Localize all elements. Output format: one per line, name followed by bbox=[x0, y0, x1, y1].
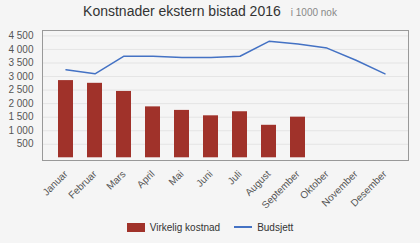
html-text:Virkelig kostnad: Virkelig kostnad bbox=[149, 221, 221, 233]
svg-text:Oktober: Oktober bbox=[297, 168, 331, 202]
html-text:Konstnader ekstern bistad 2016: Konstnader ekstern bistad 2016 bbox=[83, 3, 281, 19]
html-text:Budsjett: Budsjett bbox=[257, 221, 294, 233]
svg-text:1 500: 1 500 bbox=[8, 111, 33, 122]
svg-text:2 500: 2 500 bbox=[8, 84, 33, 95]
svg-text:September: September bbox=[259, 168, 302, 211]
svg-text:2 000: 2 000 bbox=[8, 98, 33, 109]
svg-text:3 000: 3 000 bbox=[8, 71, 33, 82]
svg-text:Juni: Juni bbox=[194, 168, 215, 189]
svg-text:Mars: Mars bbox=[104, 168, 128, 192]
svg-text:4 500: 4 500 bbox=[8, 30, 33, 41]
svg-text:August: August bbox=[242, 168, 273, 198]
svg-text:Mai: Mai bbox=[166, 168, 185, 187]
svg-text:4 000: 4 000 bbox=[8, 44, 33, 55]
svg-text:500: 500 bbox=[17, 138, 34, 149]
svg-text:1 000: 1 000 bbox=[8, 125, 33, 136]
svg-text:Januar: Januar bbox=[40, 168, 70, 198]
svg-text:April: April bbox=[135, 168, 157, 190]
svg-text:Desember: Desember bbox=[348, 168, 389, 209]
svg-text:Februar: Februar bbox=[66, 168, 99, 201]
svg-text:3 500: 3 500 bbox=[8, 57, 33, 68]
html-text:i 1000 nok: i 1000 nok bbox=[290, 7, 337, 18]
svg-text:November: November bbox=[319, 168, 360, 209]
svg-text:Juli: Juli bbox=[225, 168, 243, 186]
